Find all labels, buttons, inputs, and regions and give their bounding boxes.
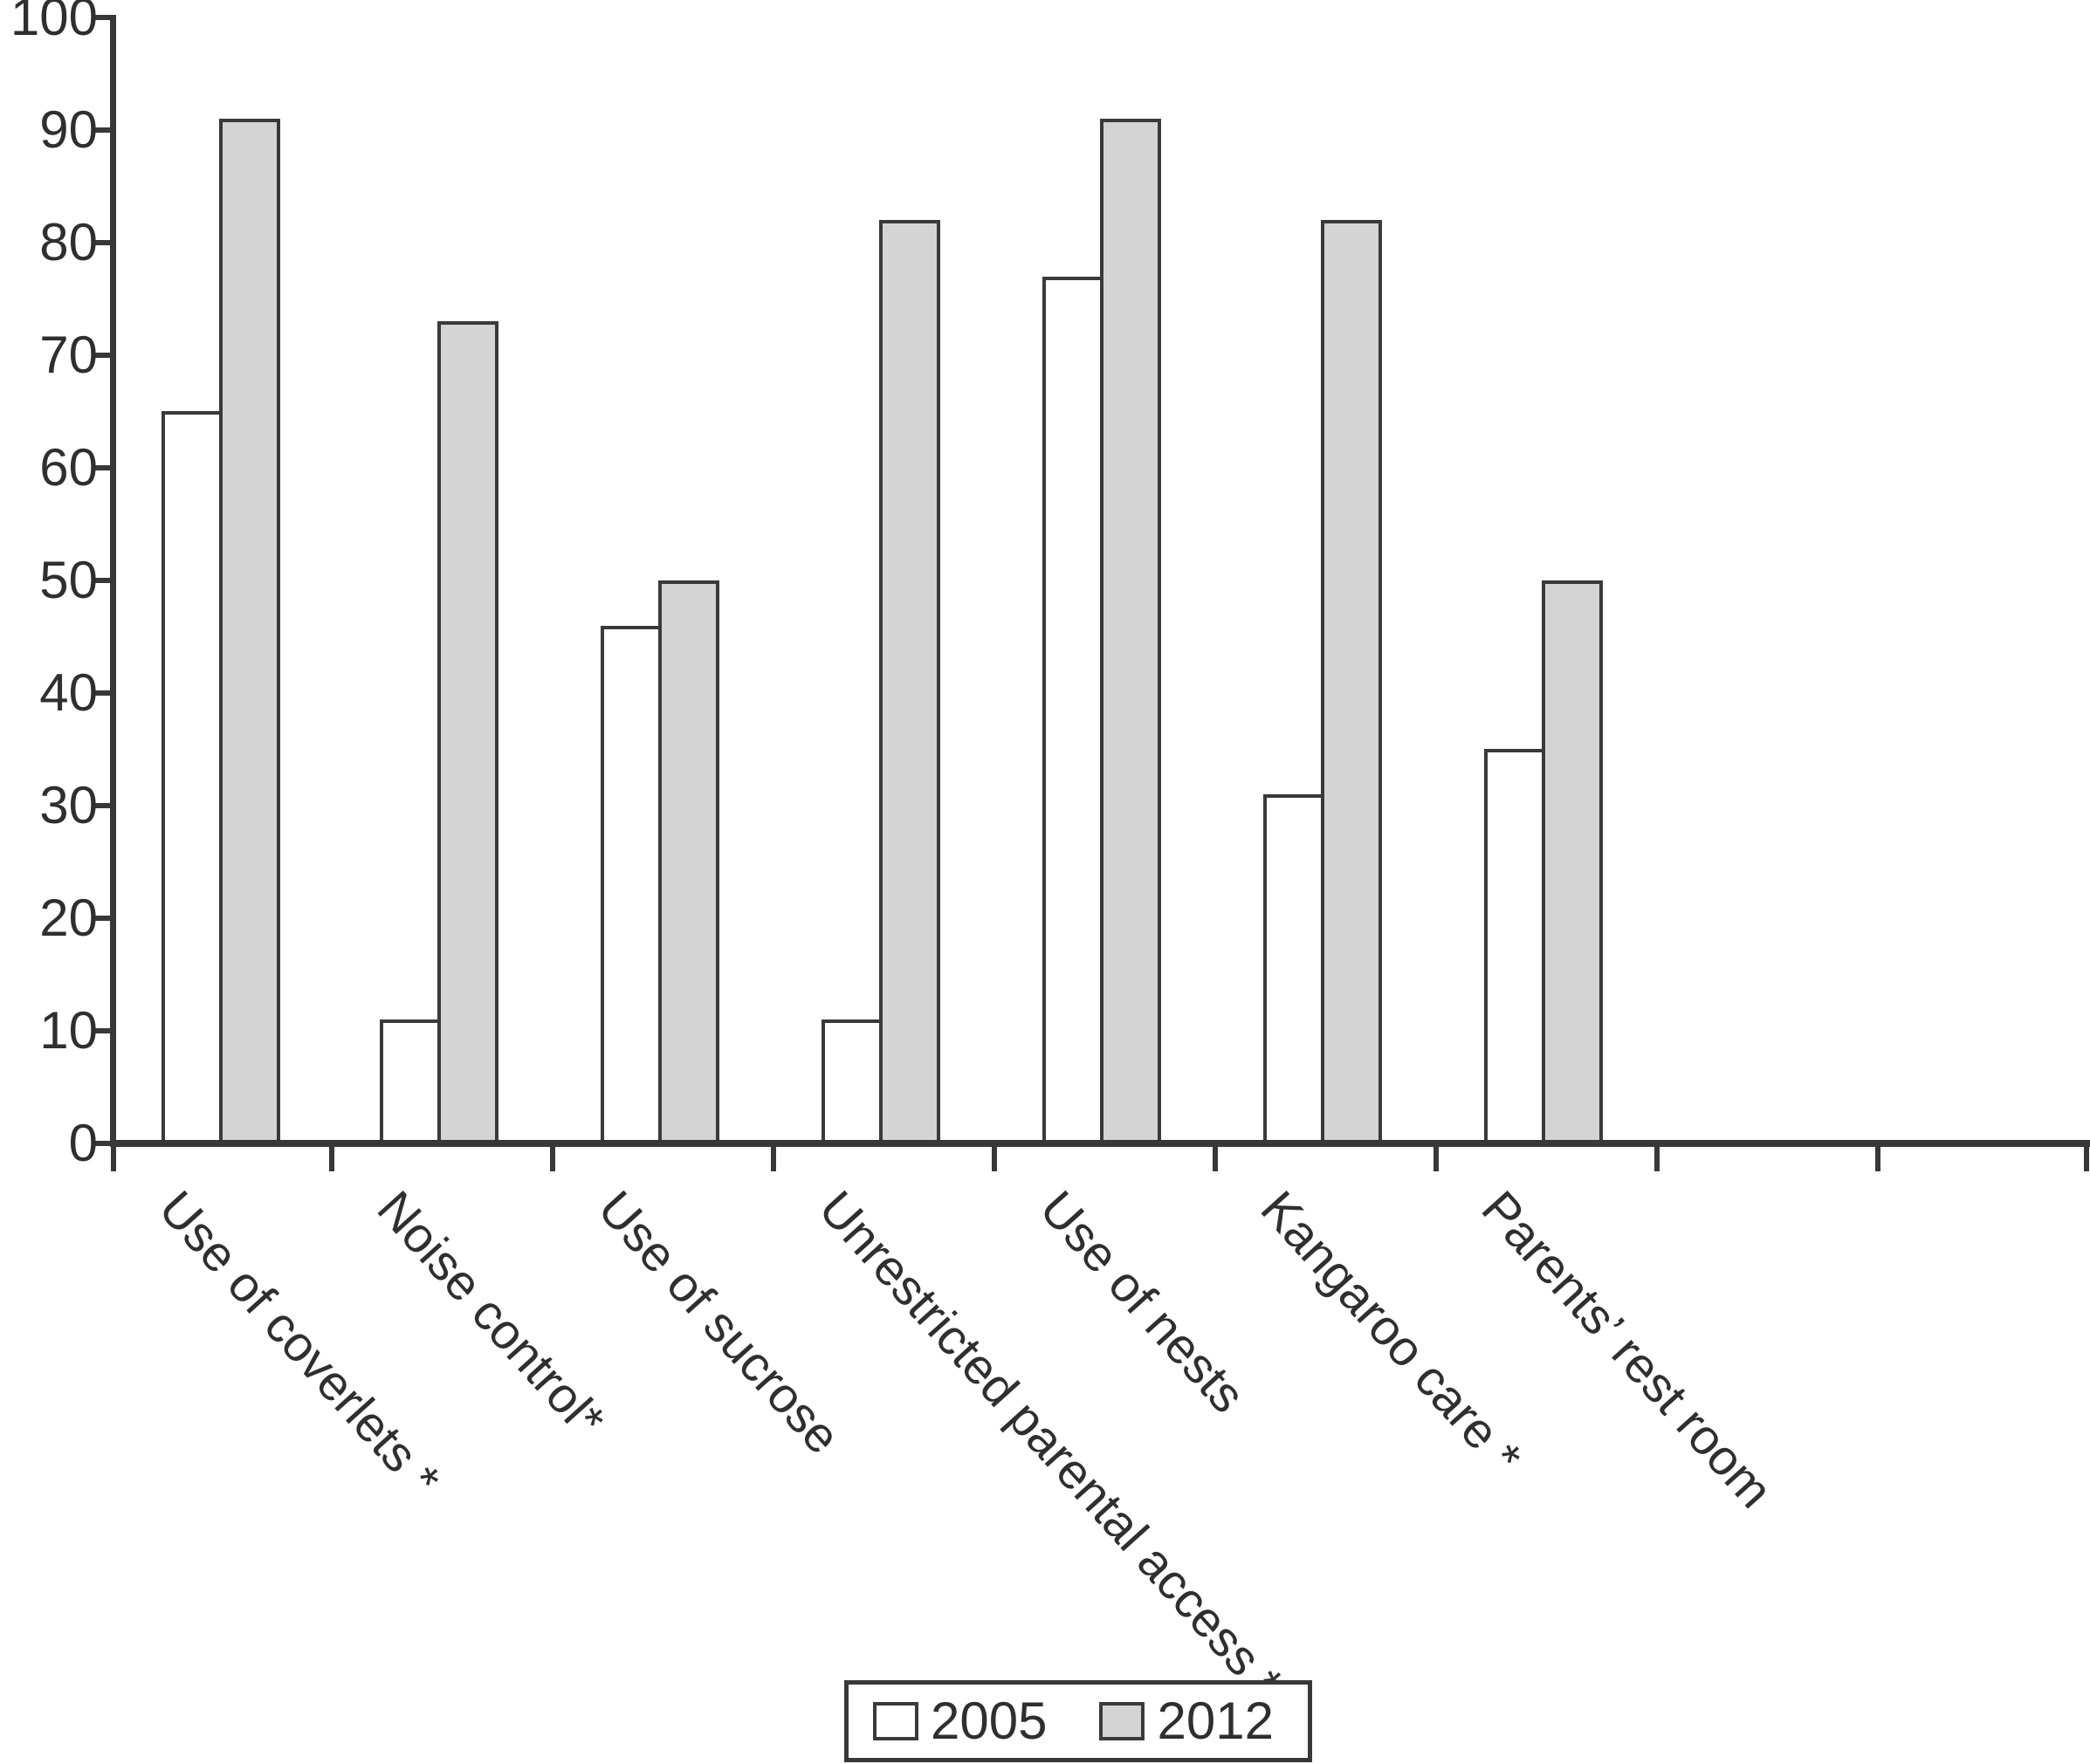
- y-axis-line: [110, 15, 116, 1147]
- x-tick: [111, 1145, 116, 1171]
- x-tick: [329, 1145, 334, 1171]
- y-tick: [94, 353, 113, 358]
- y-tick-label: 40: [39, 663, 98, 722]
- y-tick: [94, 578, 113, 583]
- x-tick: [2084, 1145, 2089, 1171]
- y-tick: [94, 916, 113, 921]
- legend-swatch-2005: [873, 1702, 918, 1740]
- x-tick: [771, 1145, 776, 1171]
- y-tick-label: 50: [39, 551, 98, 609]
- y-tick: [94, 127, 113, 133]
- bar-2005-category-1: [162, 411, 223, 1147]
- bar-2012-category-5: [1100, 119, 1161, 1147]
- bar-2012-category-6: [1321, 220, 1382, 1147]
- bar-2012-category-7: [1542, 580, 1603, 1147]
- legend-label-2012: 2012: [1157, 1692, 1274, 1750]
- x-category-label: Parents’ rest room: [1470, 1180, 1784, 1519]
- x-category-label: Use of nests: [1028, 1180, 1256, 1424]
- bar-2012-category-1: [219, 119, 280, 1147]
- x-tick: [1654, 1145, 1660, 1171]
- y-tick: [94, 240, 113, 245]
- bar-2005-category-7: [1484, 749, 1545, 1147]
- y-tick-label: 0: [68, 1114, 98, 1172]
- y-tick: [94, 465, 113, 470]
- x-axis-line: [110, 1140, 2090, 1147]
- bar-2005-category-6: [1263, 794, 1324, 1147]
- x-category-label: Noise control*: [366, 1180, 615, 1449]
- bar-2005-category-3: [601, 626, 662, 1147]
- bar-2005-category-5: [1042, 277, 1103, 1147]
- bar-2005-category-4: [822, 1019, 883, 1147]
- y-tick: [94, 1028, 113, 1033]
- y-tick-label: 100: [10, 0, 98, 46]
- y-tick: [94, 690, 113, 696]
- x-tick: [550, 1145, 555, 1171]
- y-tick-label: 60: [39, 438, 98, 497]
- legend: 2005 2012: [844, 1680, 1312, 1762]
- legend-label-2005: 2005: [931, 1692, 1048, 1750]
- y-tick-label: 30: [39, 776, 98, 834]
- bar-2005-category-2: [380, 1019, 441, 1147]
- y-tick: [94, 1141, 113, 1146]
- x-tick: [1433, 1145, 1439, 1171]
- y-tick-label: 80: [39, 213, 98, 271]
- y-tick-label: 70: [39, 326, 98, 384]
- x-tick: [1213, 1145, 1218, 1171]
- bar-2012-category-4: [879, 220, 940, 1147]
- y-tick-label: 10: [39, 1001, 98, 1060]
- y-tick: [94, 15, 113, 20]
- y-tick-label: 20: [39, 889, 98, 947]
- bar-2012-category-3: [658, 580, 719, 1147]
- y-tick: [94, 803, 113, 808]
- legend-swatch-2012: [1099, 1702, 1145, 1740]
- x-tick: [1875, 1145, 1880, 1171]
- x-tick: [992, 1145, 997, 1171]
- bar-2012-category-2: [437, 321, 498, 1147]
- y-tick-label: 90: [39, 100, 98, 159]
- x-category-label: Unrestricted parental access *: [808, 1180, 1295, 1712]
